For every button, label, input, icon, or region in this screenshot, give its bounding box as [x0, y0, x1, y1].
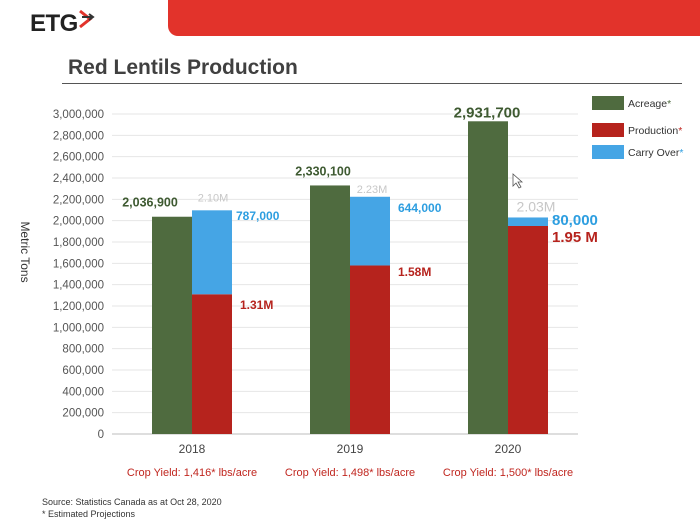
legend-name: Carry Over [628, 147, 680, 159]
acreage-bar [152, 216, 192, 434]
legend-star: * [678, 125, 682, 137]
mouse-cursor-icon [512, 173, 524, 189]
y-tick-label: 3,000,000 [53, 109, 104, 121]
carry-over-data-label: 80,000 [552, 212, 598, 229]
production-bar [192, 294, 232, 434]
acreage-bar [310, 185, 350, 434]
y-axis-title: Metric Tons [18, 221, 32, 282]
total-data-label: 2.03M [517, 198, 556, 214]
legend-swatch [592, 145, 624, 159]
source-note: Source: Statistics Canada as at Oct 28, … [42, 497, 222, 507]
carry-over-bar [350, 196, 390, 266]
logo-arrows-icon [79, 9, 95, 29]
slide-title: Red Lentils Production [68, 56, 298, 79]
carry-over-bar [508, 217, 548, 226]
etg-logo: ETG [30, 10, 78, 37]
y-tick-label: 1,400,000 [53, 280, 104, 292]
y-tick-label: 1,000,000 [53, 322, 104, 334]
y-tick-label: 400,000 [62, 386, 104, 398]
y-tick-label: 800,000 [62, 344, 104, 356]
legend-swatch [592, 123, 624, 137]
total-data-label: 2.23M [357, 184, 388, 196]
y-tick-label: 0 [98, 429, 104, 441]
production-bar [508, 226, 548, 434]
x-tick-label: 2018 [179, 442, 206, 456]
crop-yield-label: Crop Yield: 1,500* lbs/acre [443, 467, 573, 479]
y-tick-label: 600,000 [62, 365, 104, 377]
legend-label: Carry Over* [628, 147, 683, 159]
legend-star: * [667, 98, 671, 110]
x-tick-label: 2019 [337, 442, 364, 456]
total-data-label: 2.10M [198, 192, 229, 204]
crop-yield-label: Crop Yield: 1,498* lbs/acre [285, 467, 415, 479]
legend-star: * [679, 147, 683, 159]
carry-over-data-label: 787,000 [236, 209, 280, 223]
title-divider [62, 83, 682, 84]
y-tick-label: 1,600,000 [53, 258, 104, 270]
carry-over-data-label: 644,000 [398, 201, 442, 215]
y-tick-label: 2,000,000 [53, 216, 104, 228]
y-tick-label: 1,800,000 [53, 237, 104, 249]
acreage-data-label: 2,036,900 [122, 196, 178, 210]
y-tick-label: 200,000 [62, 408, 104, 420]
y-tick-label: 1,200,000 [53, 301, 104, 313]
estimate-note: * Estimated Projections [42, 509, 136, 519]
production-data-label: 1.31M [240, 298, 273, 312]
y-tick-label: 2,600,000 [53, 152, 104, 164]
legend-name: Production [628, 125, 678, 137]
carry-over-bar [192, 210, 232, 295]
production-bar [350, 265, 390, 434]
legend-swatch [592, 96, 624, 110]
production-data-label: 1.95 M [552, 229, 598, 246]
legend-label: Acreage* [628, 98, 671, 110]
y-tick-label: 2,800,000 [53, 130, 104, 142]
x-tick-label: 2020 [495, 442, 522, 456]
legend-name: Acreage [628, 98, 667, 110]
y-tick-label: 2,200,000 [53, 194, 104, 206]
header-red-banner [168, 0, 700, 36]
crop-yield-label: Crop Yield: 1,416* lbs/acre [127, 467, 257, 479]
legend-label: Production* [628, 125, 682, 137]
acreage-data-label: 2,931,700 [454, 104, 521, 121]
acreage-bar [468, 121, 508, 434]
production-data-label: 1.58M [398, 265, 431, 279]
acreage-data-label: 2,330,100 [295, 164, 351, 178]
y-tick-label: 2,400,000 [53, 173, 104, 185]
